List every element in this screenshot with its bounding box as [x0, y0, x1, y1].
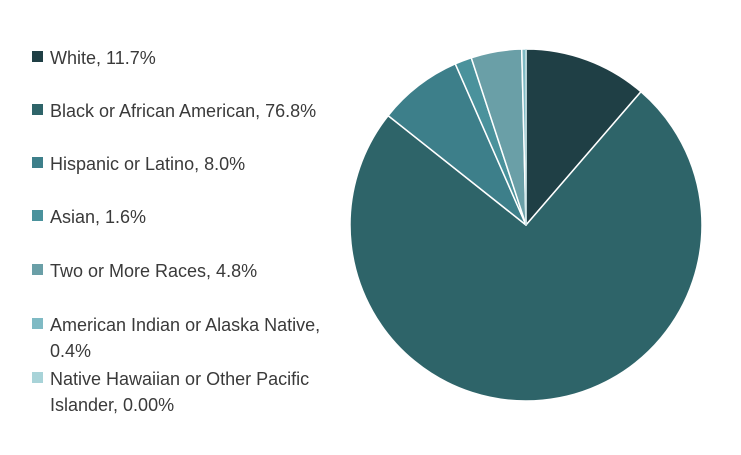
legend-swatch-two-or-more: [32, 264, 43, 275]
pie-slice-white: [525, 48, 642, 226]
legend-item-hispanic: Hispanic or Latino, 8.0%: [32, 151, 352, 177]
legend-item-native-hawaiian: Native Hawaiian or Other Pacific Islande…: [32, 366, 352, 418]
legend-item-white: White, 11.7%: [32, 45, 352, 71]
legend-swatch-white: [32, 51, 43, 62]
legend-swatch-black: [32, 104, 43, 115]
legend-label-native-hawaiian: Native Hawaiian or Other Pacific Islande…: [50, 369, 310, 415]
legend-swatch-hispanic: [32, 157, 43, 168]
legend-swatch-native-hawaiian: [32, 372, 43, 383]
pie-slice-black-or-african-american: [349, 90, 703, 402]
legend-label-american-indian: American Indian or Alaska Native, 0.4%: [50, 315, 321, 361]
legend-item-two-or-more: Two or More Races, 4.8%: [32, 258, 352, 284]
pie-slices: [349, 48, 703, 402]
legend-label-two-or-more: Two or More Races, 4.8%: [50, 261, 258, 281]
legend-item-black: Black or African American, 76.8%: [32, 98, 352, 124]
legend-label-hispanic: Hispanic or Latino, 8.0%: [50, 154, 246, 174]
legend-swatch-asian: [32, 210, 43, 221]
legend-label-asian: Asian, 1.6%: [50, 207, 147, 227]
legend-label-black: Black or African American, 76.8%: [50, 101, 317, 121]
legend-label-white: White, 11.7%: [50, 48, 156, 68]
legend-item-american-indian: American Indian or Alaska Native, 0.4%: [32, 312, 352, 364]
legend-item-asian: Asian, 1.6%: [32, 204, 352, 230]
legend-swatch-american-indian: [32, 318, 43, 329]
